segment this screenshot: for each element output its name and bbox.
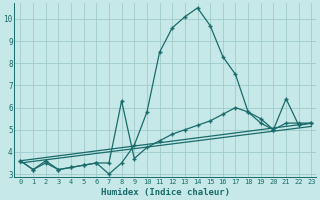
X-axis label: Humidex (Indice chaleur): Humidex (Indice chaleur)	[101, 188, 230, 197]
